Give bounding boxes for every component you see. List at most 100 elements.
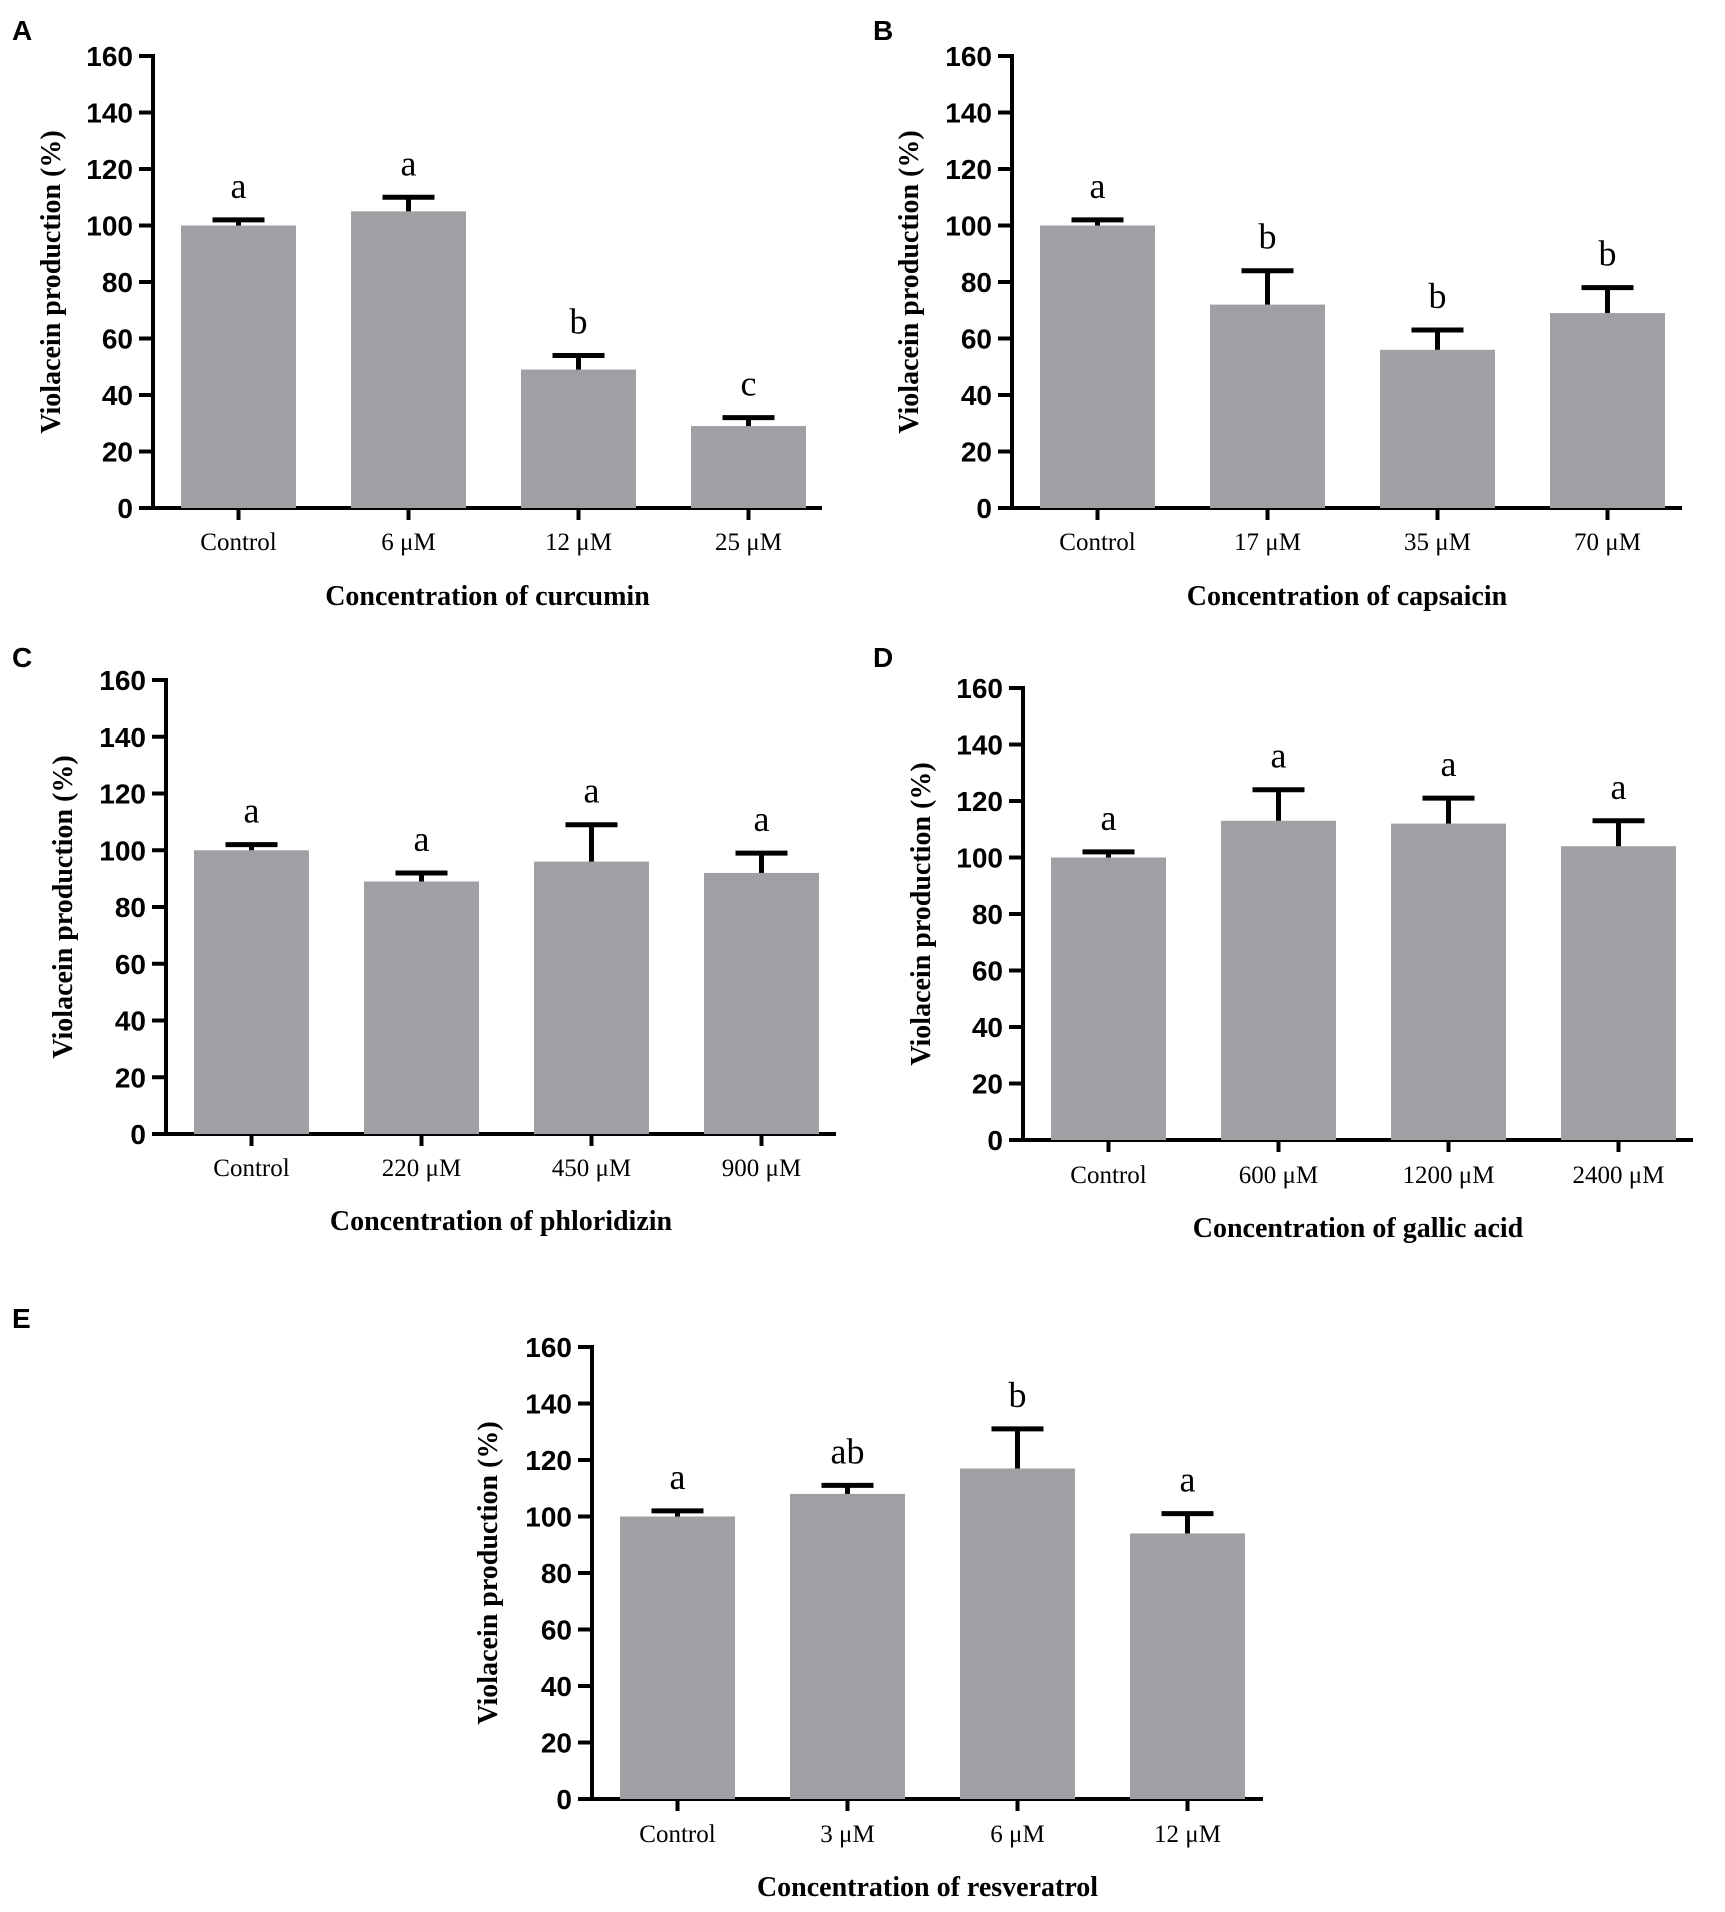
- category-label: 12 μM: [1154, 1821, 1221, 1848]
- significance-label: a: [244, 791, 260, 831]
- significance-label: c: [741, 364, 757, 404]
- panel-label: B: [873, 15, 893, 46]
- category-label: Control: [639, 1821, 715, 1848]
- y-axis-title: Violacein production (%): [48, 755, 79, 1058]
- y-tick-label: 120: [956, 786, 1003, 817]
- significance-label: b: [1009, 1375, 1027, 1415]
- bar: [1040, 225, 1155, 508]
- y-tick-label: 80: [541, 1558, 572, 1589]
- y-tick-label: 80: [115, 892, 146, 923]
- y-tick-label: 0: [556, 1784, 572, 1815]
- x-axis-title: Concentration of capsaicin: [1187, 581, 1508, 612]
- y-tick-label: 120: [525, 1445, 572, 1476]
- significance-label: b: [570, 301, 588, 341]
- bar: [181, 225, 296, 508]
- y-tick-label: 80: [961, 267, 992, 298]
- significance-label: a: [584, 771, 600, 811]
- y-tick-label: 0: [976, 493, 992, 524]
- y-tick-label: 140: [525, 1389, 572, 1420]
- y-tick-label: 40: [115, 1006, 146, 1037]
- chart-panel-b: B 0 20 40 60 80 100 120 140 160 Violacein producti…: [873, 15, 1682, 612]
- y-tick-label: 100: [99, 835, 146, 866]
- category-label: Control: [1070, 1162, 1146, 1189]
- category-label: 17 μM: [1234, 529, 1301, 556]
- y-axis-title: Violacein production (%): [906, 762, 937, 1065]
- y-tick-label: 100: [525, 1502, 572, 1533]
- x-axis-title: Concentration of curcumin: [325, 581, 650, 612]
- category-label: 2400 μM: [1573, 1162, 1665, 1189]
- bar: [521, 369, 636, 508]
- x-axis-title: Concentration of gallic acid: [1193, 1213, 1524, 1244]
- category-label: 6 μM: [381, 529, 435, 556]
- significance-label: a: [1101, 798, 1117, 838]
- y-tick-label: 120: [86, 154, 133, 185]
- bar: [960, 1468, 1075, 1799]
- y-tick-label: 0: [987, 1125, 1003, 1156]
- y-tick-label: 60: [541, 1615, 572, 1646]
- panel-label: A: [12, 15, 32, 46]
- significance-label: a: [1180, 1460, 1196, 1500]
- panel-label: D: [873, 642, 893, 673]
- bar: [1130, 1533, 1245, 1799]
- bar: [1391, 823, 1506, 1140]
- bar: [691, 426, 806, 508]
- significance-label: a: [1271, 736, 1287, 776]
- significance-label: a: [670, 1457, 686, 1497]
- y-tick-label: 100: [956, 843, 1003, 874]
- y-tick-label: 20: [541, 1728, 572, 1759]
- y-tick-label: 100: [86, 211, 133, 242]
- bar: [704, 872, 819, 1134]
- bar: [194, 850, 309, 1134]
- bar: [620, 1516, 735, 1799]
- y-tick-label: 100: [945, 211, 992, 242]
- category-label: 450 μM: [552, 1155, 631, 1182]
- y-tick-label: 40: [541, 1671, 572, 1702]
- bar: [790, 1493, 905, 1799]
- y-tick-label: 140: [945, 98, 992, 129]
- bar: [351, 211, 466, 508]
- bar: [1380, 349, 1495, 508]
- significance-label: a: [1441, 744, 1457, 784]
- y-tick-label: 0: [130, 1119, 146, 1150]
- category-label: 35 μM: [1404, 529, 1471, 556]
- significance-label: a: [1611, 767, 1627, 807]
- x-axis-title: Concentration of resveratrol: [757, 1872, 1098, 1903]
- significance-label: a: [754, 799, 770, 839]
- significance-label: a: [231, 166, 247, 206]
- y-tick-label: 40: [961, 380, 992, 411]
- significance-label: b: [1259, 217, 1277, 257]
- bar: [1550, 313, 1665, 508]
- chart-panel-a: A 0 20 40 60 80 100 120 140 160 Violacein producti…: [12, 15, 822, 612]
- y-axis-title: Violacein production (%): [894, 130, 925, 433]
- y-tick-label: 120: [945, 154, 992, 185]
- bar: [1561, 846, 1676, 1140]
- significance-label: a: [401, 143, 417, 183]
- y-tick-label: 20: [102, 437, 133, 468]
- category-label: 70 μM: [1574, 529, 1641, 556]
- y-tick-label: 140: [956, 730, 1003, 761]
- y-axis-title: Violacein production (%): [36, 130, 67, 433]
- bar: [1221, 820, 1336, 1140]
- significance-label: b: [1599, 234, 1617, 274]
- y-tick-label: 120: [99, 779, 146, 810]
- y-tick-label: 140: [86, 98, 133, 129]
- category-label: Control: [1059, 529, 1135, 556]
- category-label: 900 μM: [722, 1155, 801, 1182]
- y-tick-label: 40: [102, 380, 133, 411]
- y-tick-label: 160: [86, 41, 133, 72]
- category-label: 25 μM: [715, 529, 782, 556]
- significance-label: a: [414, 819, 430, 859]
- y-tick-label: 0: [117, 493, 133, 524]
- y-tick-label: 60: [972, 956, 1003, 987]
- y-tick-label: 40: [972, 1012, 1003, 1043]
- y-tick-label: 140: [99, 722, 146, 753]
- significance-label: b: [1429, 276, 1447, 316]
- bar: [1051, 857, 1166, 1140]
- y-tick-label: 160: [945, 41, 992, 72]
- chart-panel-e: E 0 20 40 60 80 100 120 140 160 Violacein producti…: [12, 1303, 1263, 1903]
- category-label: 1200 μM: [1403, 1162, 1495, 1189]
- panel-label: C: [12, 642, 32, 673]
- category-label: 12 μM: [545, 529, 612, 556]
- y-tick-label: 60: [102, 324, 133, 355]
